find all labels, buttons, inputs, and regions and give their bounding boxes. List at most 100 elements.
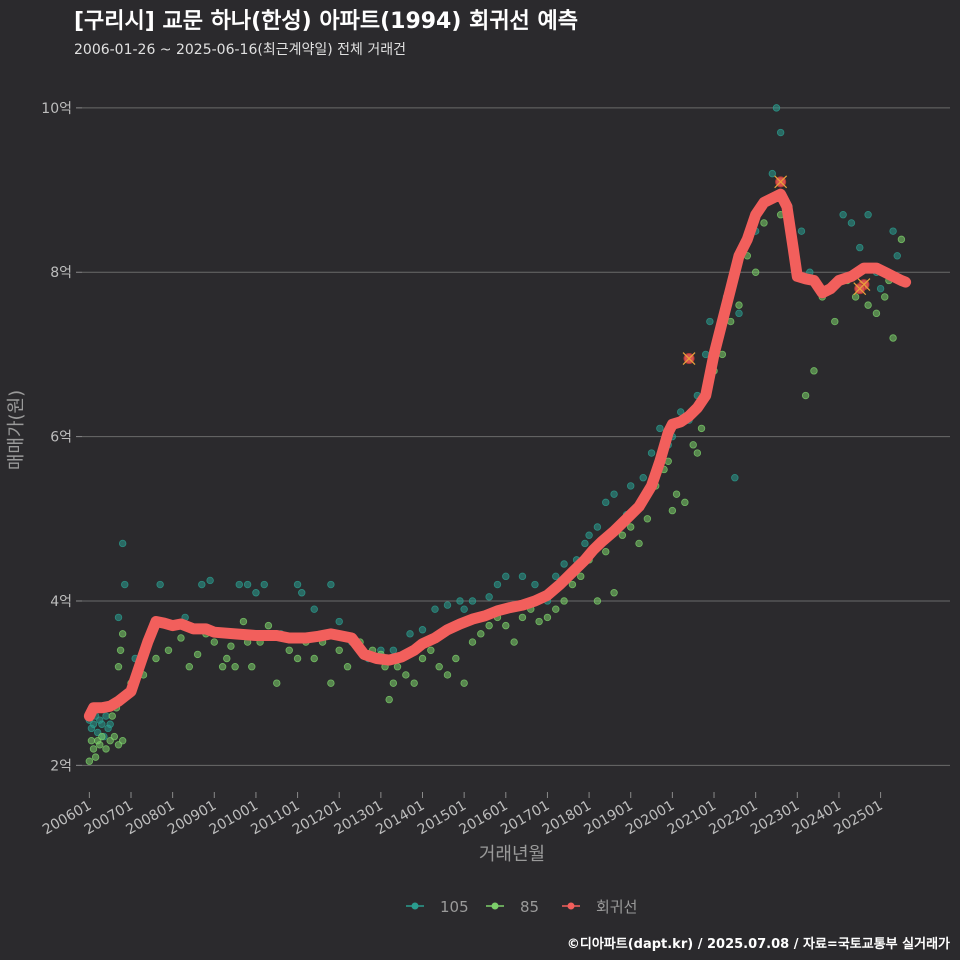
point-85-70 bbox=[552, 605, 560, 613]
point-85-35 bbox=[264, 621, 273, 630]
point-105-89 bbox=[893, 252, 901, 260]
point-85-22 bbox=[185, 663, 193, 671]
point-105-50 bbox=[560, 560, 568, 568]
point-85-57 bbox=[443, 671, 452, 679]
point-85-44 bbox=[343, 663, 352, 671]
point-105-58 bbox=[627, 482, 635, 490]
point-85-28 bbox=[227, 642, 235, 650]
point-105-13 bbox=[121, 580, 129, 589]
point-85-86 bbox=[672, 490, 681, 498]
point-105-35 bbox=[406, 630, 414, 638]
point-85-109 bbox=[872, 309, 881, 318]
point-105-40 bbox=[460, 605, 468, 613]
point-85-29 bbox=[231, 663, 239, 671]
point-85-54 bbox=[418, 654, 427, 663]
highlight-markers bbox=[682, 175, 871, 365]
point-85-58 bbox=[452, 654, 460, 663]
point-85-68 bbox=[535, 617, 543, 626]
point-85-50 bbox=[389, 679, 398, 687]
point-85-72 bbox=[568, 580, 577, 589]
point-105-28 bbox=[310, 605, 318, 613]
point-85-6 bbox=[98, 732, 106, 741]
point-85-53 bbox=[410, 679, 418, 687]
point-85-95 bbox=[735, 301, 743, 309]
point-105-84 bbox=[856, 243, 864, 252]
point-85-108 bbox=[864, 301, 872, 309]
legend-item-0: 105 bbox=[406, 898, 469, 916]
point-85-88 bbox=[689, 441, 697, 449]
highlight-marker-0 bbox=[682, 352, 696, 365]
point-85-51 bbox=[393, 663, 402, 671]
legend: 105 85 회귀선 bbox=[406, 898, 637, 916]
point-85-2 bbox=[89, 745, 98, 753]
point-105-44 bbox=[502, 572, 510, 581]
point-105-56 bbox=[610, 490, 618, 498]
y-tick-label-2: 6억 bbox=[50, 430, 72, 446]
point-105-60 bbox=[647, 449, 656, 457]
point-85-71 bbox=[560, 597, 568, 605]
chart-title: [구리시] 교문 하나(한성) 아파트(1994) 회귀선 예측 bbox=[74, 9, 578, 34]
point-85-42 bbox=[327, 679, 335, 687]
point-105-85 bbox=[864, 211, 872, 219]
point-105-49 bbox=[552, 572, 560, 581]
point-85-85 bbox=[668, 506, 677, 515]
y-tick-label-1: 4억 bbox=[50, 594, 72, 610]
point-85-3 bbox=[91, 753, 100, 761]
point-105-36 bbox=[418, 626, 427, 634]
point-85-80 bbox=[635, 539, 643, 548]
legend-label-0: 105 bbox=[440, 898, 469, 916]
point-85-90 bbox=[697, 424, 706, 433]
point-85-102 bbox=[801, 391, 810, 400]
point-105-24 bbox=[260, 580, 268, 589]
x-axis-title: 거래년월 bbox=[479, 844, 545, 865]
point-85-20 bbox=[164, 646, 173, 654]
point-85-110 bbox=[881, 293, 889, 301]
point-105-42 bbox=[485, 593, 493, 601]
point-105-10 bbox=[106, 720, 114, 728]
point-85-5 bbox=[96, 741, 104, 749]
point-85-112 bbox=[897, 235, 906, 244]
point-105-59 bbox=[639, 474, 647, 482]
point-85-60 bbox=[468, 638, 477, 646]
point-105-88 bbox=[889, 227, 897, 235]
point-85-43 bbox=[335, 646, 343, 654]
y-axis-title: 매매가(원) bbox=[6, 390, 27, 470]
point-85-77 bbox=[610, 589, 618, 597]
point-85-98 bbox=[760, 219, 768, 227]
point-105-87 bbox=[876, 284, 885, 293]
y-axis-ticks: 2억 4억 6억 8억 10억 bbox=[41, 101, 82, 774]
point-85-87 bbox=[681, 498, 689, 507]
point-85-65 bbox=[510, 638, 518, 646]
point-85-89 bbox=[693, 449, 702, 457]
point-85-56 bbox=[435, 663, 443, 671]
point-85-105 bbox=[831, 317, 839, 326]
point-85-52 bbox=[402, 671, 410, 679]
point-85-25 bbox=[210, 638, 218, 646]
chart-caption: ©디아파트(dapt.kr) / 2025.07.08 / 자료=국토교통부 실… bbox=[567, 936, 950, 952]
regression-line bbox=[83, 188, 912, 722]
point-105-19 bbox=[198, 580, 206, 589]
series-85 bbox=[85, 194, 906, 765]
point-105-2 bbox=[89, 720, 98, 728]
point-105-39 bbox=[456, 597, 464, 605]
point-85-31 bbox=[239, 617, 248, 626]
point-105-27 bbox=[298, 589, 306, 597]
highlight-marker-1 bbox=[774, 175, 788, 189]
point-85-14 bbox=[114, 663, 123, 671]
point-85-7 bbox=[102, 745, 110, 753]
point-105-72 bbox=[735, 309, 743, 318]
point-105-30 bbox=[335, 617, 343, 626]
point-85-107 bbox=[851, 293, 860, 301]
point-105-20 bbox=[206, 576, 214, 585]
y-tick-label-4: 10억 bbox=[41, 101, 72, 117]
point-85-62 bbox=[485, 621, 493, 630]
point-105-54 bbox=[593, 523, 602, 531]
point-105-8 bbox=[102, 712, 110, 720]
point-85-9 bbox=[110, 732, 119, 741]
y-tick-label-3: 8억 bbox=[50, 265, 72, 281]
point-85-1 bbox=[87, 736, 96, 745]
point-85-59 bbox=[460, 679, 468, 687]
point-85-40 bbox=[310, 654, 318, 663]
